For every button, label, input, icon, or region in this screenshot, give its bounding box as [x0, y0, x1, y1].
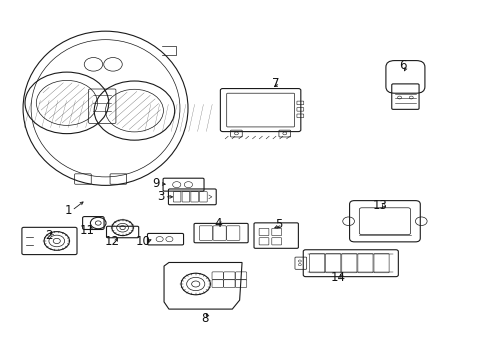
- Text: 9: 9: [152, 177, 159, 190]
- Text: 12: 12: [104, 235, 119, 248]
- Text: 8: 8: [201, 311, 208, 325]
- Text: 4: 4: [213, 216, 221, 230]
- Text: 7: 7: [272, 77, 279, 90]
- Text: 11: 11: [80, 224, 95, 238]
- Text: 13: 13: [372, 199, 386, 212]
- Text: 3: 3: [157, 190, 164, 203]
- Text: 5: 5: [274, 218, 282, 231]
- Text: 10: 10: [135, 235, 150, 248]
- Text: 2: 2: [44, 229, 52, 242]
- Text: 6: 6: [398, 59, 406, 72]
- Text: 14: 14: [330, 271, 346, 284]
- Text: 1: 1: [64, 204, 72, 217]
